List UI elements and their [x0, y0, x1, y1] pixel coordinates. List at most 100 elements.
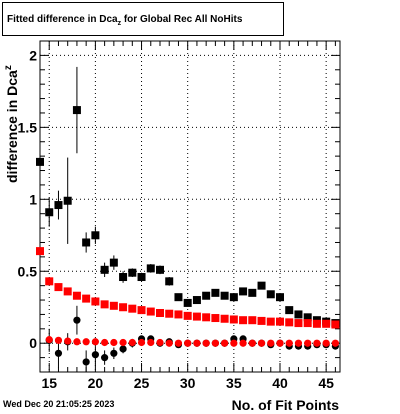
axis-ticks: [39, 40, 340, 373]
data-point: [63, 196, 72, 205]
x-tick-label: 40: [272, 375, 288, 391]
data-point: [230, 339, 238, 347]
data-point: [183, 311, 192, 320]
x-tick-label: 45: [318, 375, 334, 391]
data-point: [294, 310, 303, 319]
data-point: [165, 277, 174, 286]
footer-timestamp: Wed Dec 20 21:05:25 2023: [3, 399, 115, 409]
data-point: [192, 312, 201, 321]
data-point: [72, 291, 81, 300]
data-point: [156, 308, 164, 317]
data-point: [257, 316, 266, 325]
data-point: [82, 338, 90, 346]
data-point: [221, 339, 229, 347]
data-point: [128, 338, 136, 347]
data-point: [45, 336, 53, 344]
data-point: [276, 339, 284, 347]
data-point: [82, 238, 91, 247]
data-point: [239, 316, 248, 325]
data-point: [248, 316, 257, 325]
data-point: [248, 288, 257, 297]
data-point: [202, 339, 210, 347]
data-point: [257, 339, 266, 347]
data-point: [128, 268, 137, 277]
data-point: [192, 296, 201, 305]
data-point: [267, 339, 275, 347]
data-point: [174, 293, 183, 302]
x-tick-label: 20: [88, 375, 104, 391]
data-point: [100, 265, 109, 274]
data-point: [82, 294, 91, 303]
data-point: [303, 319, 312, 328]
data-point: [109, 258, 118, 267]
data-point: [276, 293, 284, 302]
data-point: [91, 338, 99, 346]
data-point: [45, 277, 54, 286]
data-point: [331, 339, 339, 347]
x-tick-label: 35: [226, 375, 242, 391]
data-point: [54, 201, 63, 210]
data-point: [331, 320, 340, 329]
y-tick-label: 0: [29, 335, 37, 351]
chart-title: Fitted difference in Dcaz for Global Rec…: [7, 14, 242, 27]
data-point: [36, 247, 44, 256]
data-point: [73, 338, 81, 346]
data-point: [119, 345, 127, 353]
data-point: [266, 290, 275, 299]
data-point: [322, 319, 331, 328]
x-tick-label: 25: [134, 375, 150, 391]
data-point: [100, 300, 109, 309]
data-point: [322, 339, 330, 347]
data-point: [285, 318, 294, 327]
data-point: [156, 338, 164, 347]
data-marks: [36, 66, 340, 372]
data-point: [101, 338, 109, 347]
data-point: [137, 338, 146, 347]
chart-title-box: Fitted difference in Dcaz for Global Rec…: [2, 2, 284, 36]
data-point: [110, 349, 118, 357]
data-point: [303, 313, 312, 322]
data-point: [165, 339, 173, 347]
data-point: [165, 309, 174, 318]
data-point: [119, 273, 128, 282]
data-point: [54, 349, 63, 357]
data-point: [304, 339, 312, 347]
data-point: [109, 301, 118, 310]
data-point: [174, 339, 183, 347]
data-point: [101, 354, 109, 362]
data-point: [137, 273, 146, 282]
data-point: [229, 293, 238, 302]
x-tick-label: 15: [41, 375, 57, 391]
data-point: [110, 338, 118, 347]
data-point: [91, 231, 100, 240]
data-point: [184, 339, 192, 347]
data-point: [220, 314, 229, 323]
data-point: [156, 265, 164, 274]
data-point: [313, 339, 321, 347]
data-point: [54, 283, 63, 292]
data-point: [248, 339, 256, 347]
data-point: [64, 337, 72, 345]
data-point: [294, 319, 303, 328]
data-point: [276, 317, 284, 326]
chart-title-subscript: z: [117, 20, 122, 27]
y-axis-label: difference in Dcaz: [3, 65, 20, 183]
data-point: [239, 339, 247, 347]
data-point: [147, 338, 155, 347]
data-point: [146, 307, 155, 316]
y-tick-label: 2: [29, 47, 37, 63]
data-point: [193, 339, 201, 347]
data-point: [294, 339, 303, 347]
data-point: [119, 338, 127, 347]
y-tick-label: 0.5: [18, 263, 38, 279]
data-point: [257, 281, 266, 290]
data-point: [285, 306, 294, 315]
data-point: [211, 339, 219, 347]
chart-title-prefix: Fitted difference in Dca: [7, 14, 118, 25]
plot-frame: [39, 40, 341, 373]
tick-labels: 15 20 25 30 35 40 45 0 0.5 1 1.5 2: [18, 47, 335, 391]
data-point: [146, 264, 155, 273]
data-point: [183, 298, 192, 307]
x-tick-label: 30: [180, 375, 196, 391]
y-axis-label-main: difference in Dca: [4, 70, 20, 183]
